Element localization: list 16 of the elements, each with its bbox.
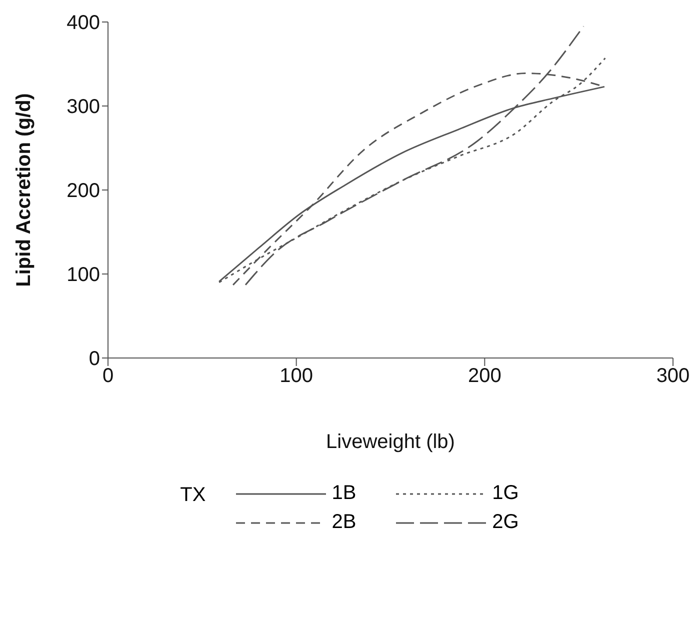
legend-label: 1B <box>332 482 356 505</box>
y-tick-label: 300 <box>66 96 100 118</box>
legend-title: TX <box>180 483 206 508</box>
x-tick-label: 300 <box>656 365 690 388</box>
x-tick-label: 0 <box>102 365 114 388</box>
legend-label: 2G <box>492 511 519 534</box>
legend-label: 1G <box>492 482 519 505</box>
legend-label: 2B <box>332 511 356 534</box>
x-tick-label: 200 <box>468 365 502 388</box>
y-axis-title: Lipid Accretion (g/d) <box>13 93 36 287</box>
y-tick-label: 0 <box>88 348 100 370</box>
y-tick-label: 100 <box>66 264 100 286</box>
y-tick-label: 400 <box>66 12 100 34</box>
x-axis-title: Liveweight (lb) <box>326 431 455 453</box>
x-tick-label: 100 <box>280 365 314 388</box>
y-tick-label: 200 <box>66 180 100 202</box>
